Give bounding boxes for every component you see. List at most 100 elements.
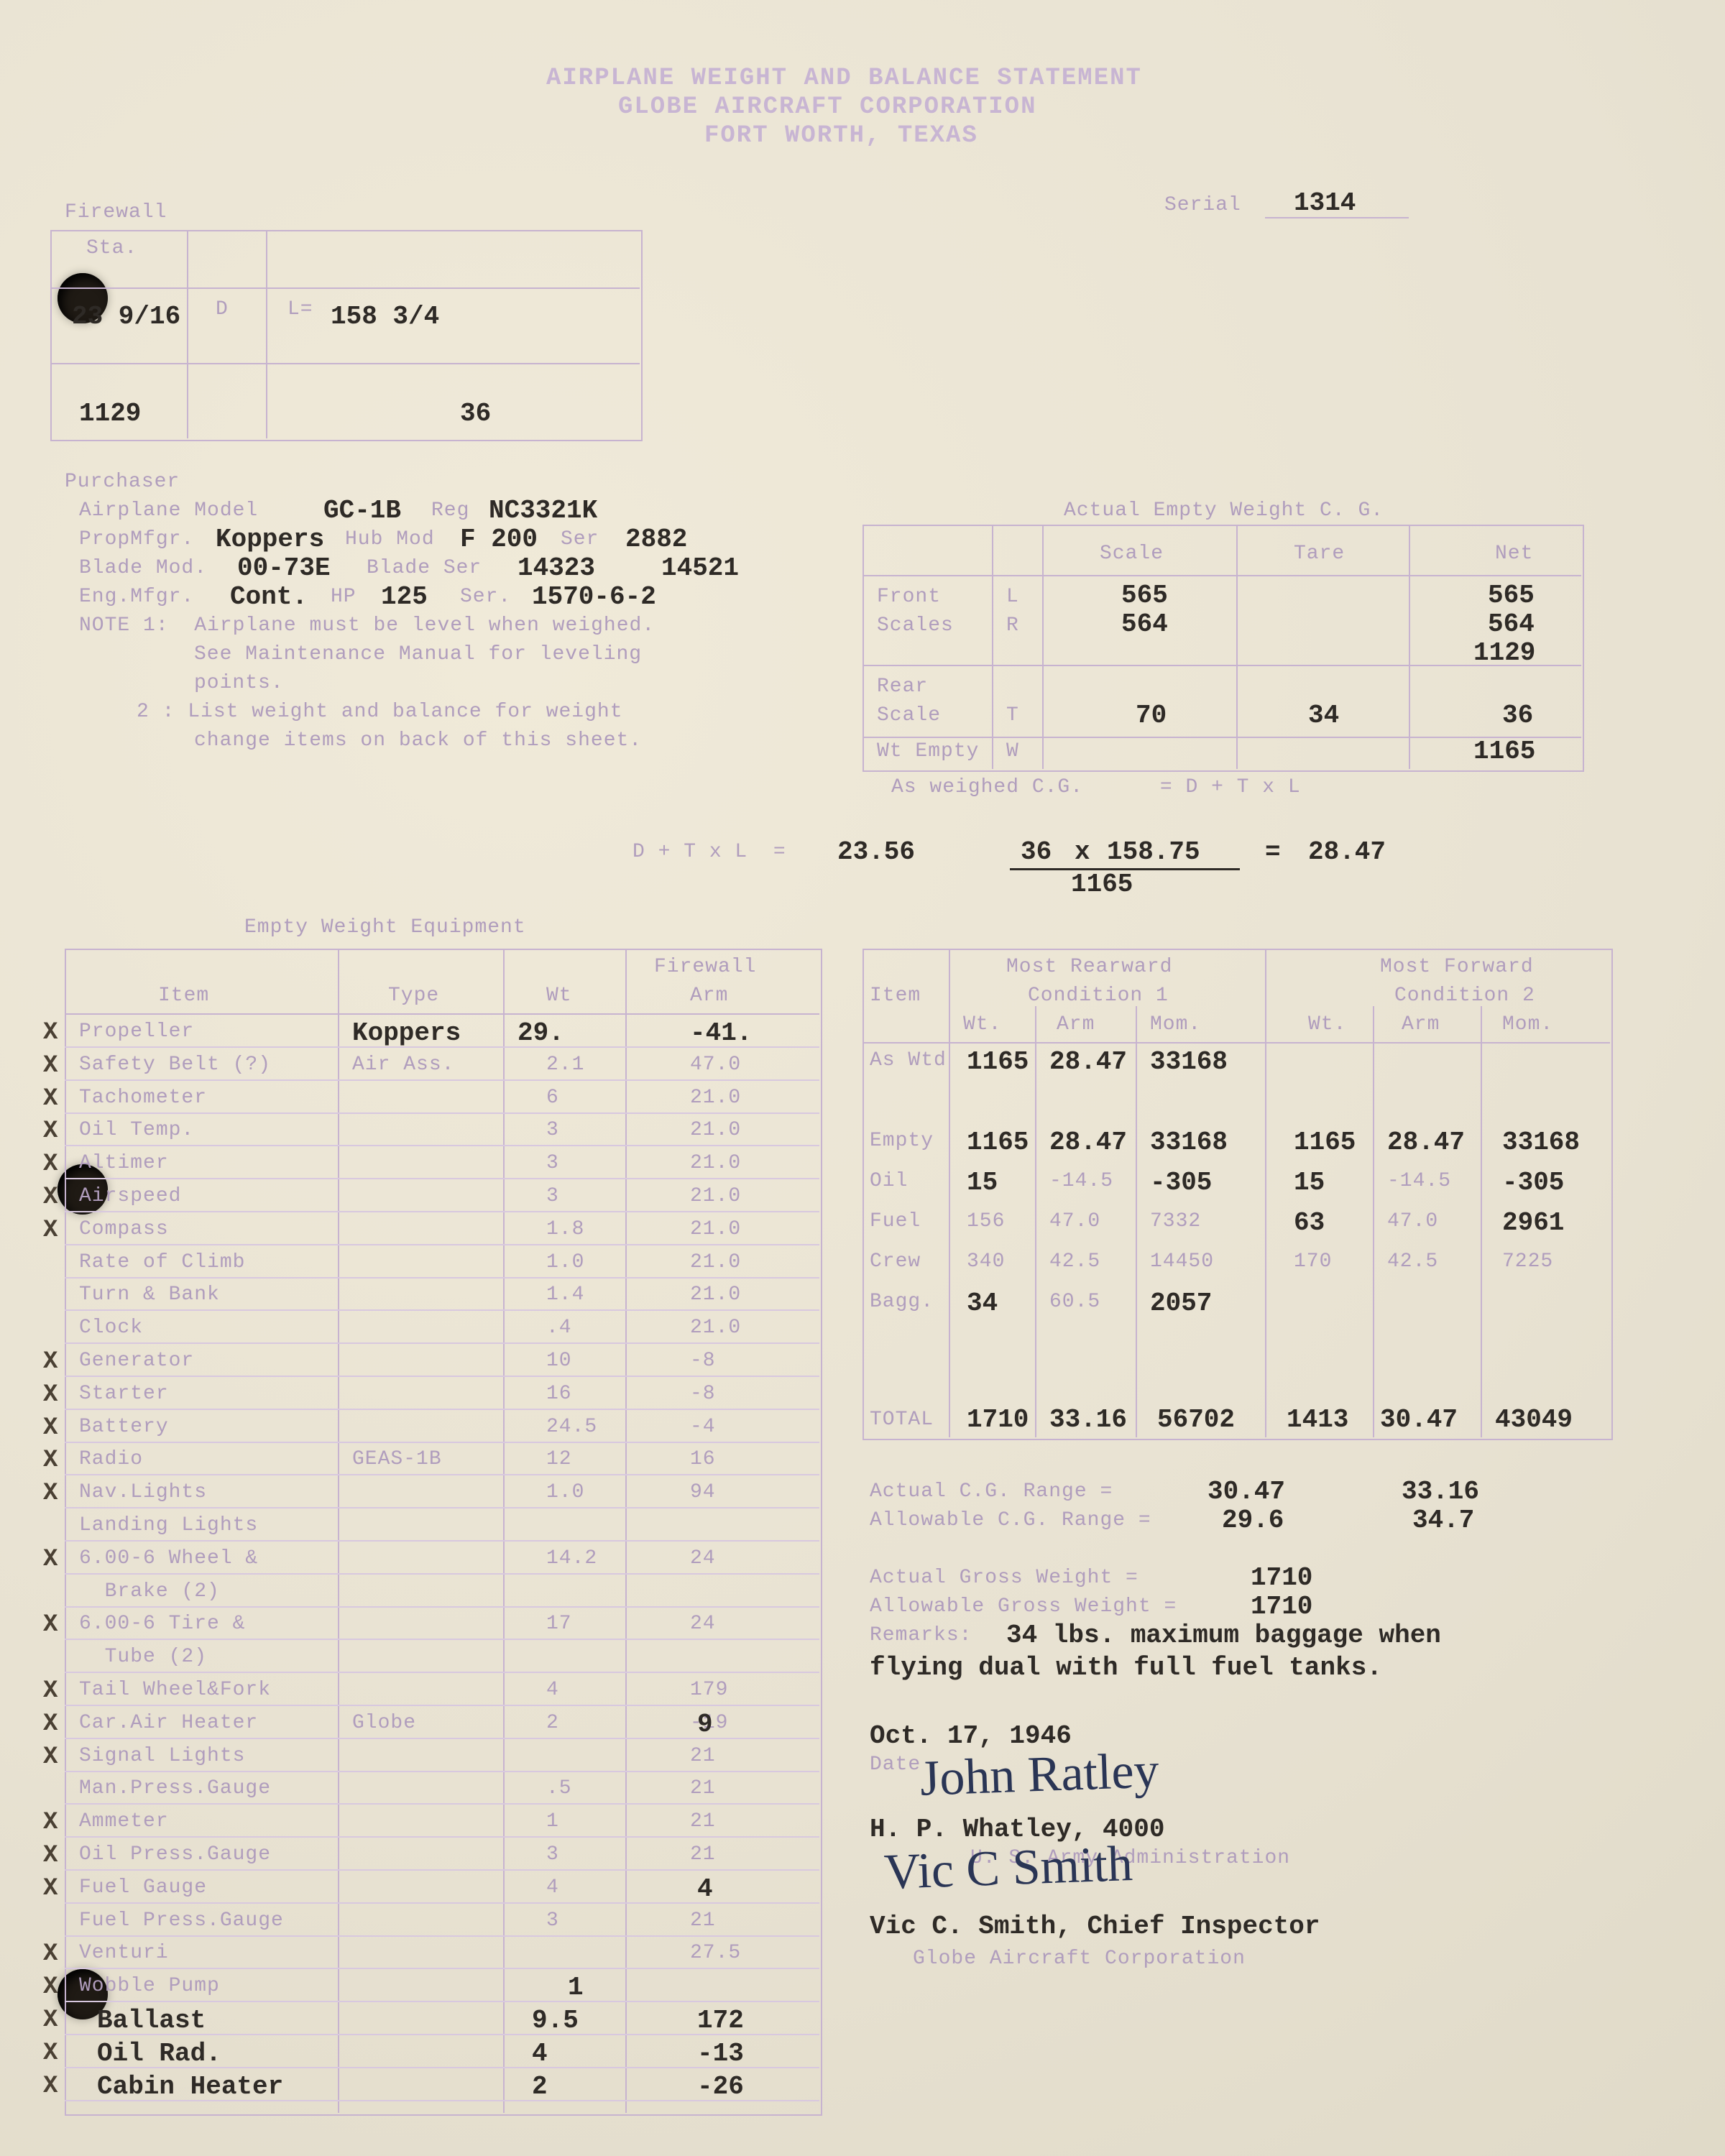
engser: 1570-6-2 — [532, 582, 656, 612]
reg-label: Reg — [431, 499, 469, 522]
rule — [1409, 525, 1410, 769]
cond-item: Item — [870, 985, 921, 1007]
wt-empty-net: 1165 — [1473, 737, 1535, 766]
cond-rear: Most Rearward — [1006, 956, 1172, 978]
equip-wt: 1 — [546, 1810, 559, 1833]
equip-item: Generator — [79, 1350, 194, 1372]
equip-wt: 17 — [546, 1613, 572, 1635]
equip-item: Safety Belt (?) — [79, 1054, 271, 1076]
actual-gross-label: Actual Gross Weight = — [870, 1567, 1138, 1589]
rule — [862, 1042, 1610, 1044]
cond-cell: 42.5 — [1387, 1250, 1438, 1273]
equip-arm: 47.0 — [690, 1054, 741, 1076]
rule — [65, 1507, 819, 1508]
rule — [65, 1540, 819, 1542]
cond-cell: -14.5 — [1049, 1170, 1113, 1192]
wt-row-rear: Rear — [877, 676, 928, 698]
equip-mark: X — [43, 1940, 58, 1968]
equip-wt: 4 — [546, 1679, 559, 1701]
cond-item: Crew — [870, 1250, 921, 1273]
rule — [65, 1178, 819, 1179]
airplane-model: GC-1B — [323, 496, 401, 525]
cond-cell: 42.5 — [1049, 1250, 1100, 1273]
equip-wt: 14.2 — [546, 1547, 597, 1570]
rule — [949, 949, 950, 1437]
equip-arm: 21 — [690, 1777, 716, 1800]
equip-wt: .5 — [546, 1777, 572, 1800]
equip-wt: 3 — [546, 1152, 559, 1174]
wt-row-scale: Scale — [877, 704, 941, 727]
wt-rear-tare: 34 — [1308, 701, 1339, 730]
rule — [1236, 525, 1238, 769]
equip-wt-typed: 2 — [532, 2072, 548, 2101]
rule — [1373, 1006, 1374, 1437]
equip-item: Turn & Bank — [79, 1284, 220, 1306]
rule — [65, 1606, 819, 1608]
cond-arm1: Arm — [1057, 1013, 1095, 1036]
signature-2: Vic C Smith — [883, 1835, 1133, 1902]
rule — [65, 1639, 819, 1640]
equip-wt-typed: 1 — [568, 1973, 584, 2002]
equip-arm: 24 — [690, 1613, 716, 1635]
equip-arm: 24 — [690, 1547, 716, 1570]
equip-item: Tube (2) — [79, 1646, 207, 1668]
equip-item: 6.00-6 Wheel & — [79, 1547, 258, 1570]
equip-mark: X — [43, 1381, 58, 1409]
cond-item: Fuel — [870, 1210, 921, 1233]
equip-item: Ammeter — [79, 1810, 169, 1833]
equip-item: Starter — [79, 1383, 169, 1405]
equip-wt: .4 — [546, 1317, 572, 1339]
equip-mark: X — [43, 2040, 58, 2067]
equip-col-arm-top: Firewall — [654, 956, 756, 978]
equip-mark: X — [43, 1973, 58, 2001]
equip-wt: 24.5 — [546, 1416, 597, 1438]
equip-wt: 2 — [546, 1712, 559, 1734]
cond-total-mom1: 56702 — [1157, 1405, 1235, 1434]
equip-arm: 21.0 — [690, 1284, 741, 1306]
rule — [65, 1244, 819, 1245]
equip-wt: 4 — [546, 1876, 559, 1899]
firewall-row2-left: 1129 — [79, 399, 141, 428]
cond-cell: 7225 — [1502, 1250, 1553, 1273]
equip-arm: 21.0 — [690, 1185, 741, 1207]
rule — [992, 525, 993, 769]
cond-total-arm2: 30.47 — [1380, 1405, 1458, 1434]
remarks-label: Remarks: — [870, 1624, 972, 1646]
equip-item: Fuel Press.Gauge — [79, 1909, 284, 1932]
equip-item: Car.Air Heater — [79, 1712, 258, 1734]
airplane-model-label: Airplane Model — [79, 499, 258, 522]
cond-cell: 34 — [967, 1289, 998, 1318]
equip-item: Nav.Lights — [79, 1481, 207, 1503]
rule — [65, 1277, 819, 1279]
propmfgr-label: PropMfgr. — [79, 528, 194, 550]
name2: Vic C. Smith, Chief Inspector — [870, 1912, 1320, 1941]
hubser: 2882 — [625, 525, 687, 554]
wt-col-scale: Scale — [1100, 543, 1164, 565]
rule — [503, 949, 505, 2113]
equip-wt: 6 — [546, 1087, 559, 1109]
cond-arm2: Arm — [1402, 1013, 1440, 1036]
equip-mark: X — [43, 1546, 58, 1573]
rule — [65, 1573, 819, 1575]
rule — [1265, 949, 1266, 1437]
cg-eq: = — [1265, 837, 1281, 867]
equip-mark: X — [43, 1118, 58, 1145]
cond-cond1: Condition 1 — [1028, 985, 1169, 1007]
equip-arm: 21.0 — [690, 1087, 741, 1109]
equip-item: Man.Press.Gauge — [79, 1777, 271, 1800]
rule — [50, 287, 640, 289]
rule — [187, 230, 188, 438]
rule — [1042, 525, 1044, 769]
cond-cell: 14450 — [1150, 1250, 1214, 1273]
rule — [625, 949, 627, 2113]
actual-cg-hi: 33.16 — [1402, 1477, 1479, 1506]
wt-scales-scale: 564 — [1121, 609, 1168, 639]
equip-mark: X — [43, 1184, 58, 1211]
cond-cell: 33168 — [1502, 1128, 1580, 1157]
cond-item: Empty — [870, 1130, 934, 1152]
wt-col-net: Net — [1495, 543, 1533, 565]
equip-arm: 21 — [690, 1745, 716, 1767]
allow-cg-hi: 34.7 — [1412, 1506, 1474, 1535]
rule — [1481, 1006, 1482, 1437]
equip-arm: -4 — [690, 1416, 716, 1438]
